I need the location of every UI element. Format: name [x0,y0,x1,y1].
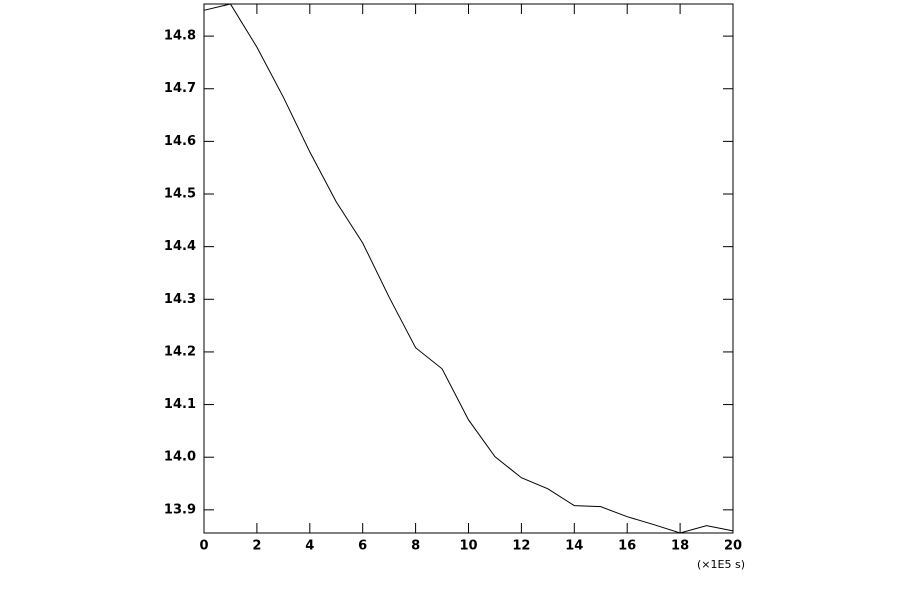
y-tick-label: 14.6 [164,134,196,149]
x-tick-label: 20 [724,539,742,554]
y-tick-label: 14.2 [164,344,196,359]
x-unit-label: (×1E5 s) [697,558,745,571]
x-tick-label: 14 [565,539,583,554]
y-tick-label: 14.8 [164,29,196,44]
data-line [203,3,734,534]
y-tick-label: 14.5 [164,187,196,202]
y-tick-label: 14.4 [164,239,196,254]
plot-frame [203,3,734,534]
x-tick-label: 2 [252,539,261,554]
y-tick-label: 14.7 [164,81,196,96]
x-tick-label: 10 [459,539,477,554]
y-tick-label: 14.3 [164,292,196,307]
y-tick-label: 14.1 [164,397,196,412]
x-tick-label: 0 [199,539,208,554]
x-tick-label: 6 [358,539,367,554]
y-tick-label: 14.0 [164,450,196,465]
x-tick-label: 18 [671,539,689,554]
x-tick-label: 8 [411,539,420,554]
y-tick-label: 13.9 [164,502,196,517]
x-tick-label: 16 [618,539,636,554]
x-tick-label: 4 [305,539,314,554]
x-tick-label: 12 [512,539,530,554]
